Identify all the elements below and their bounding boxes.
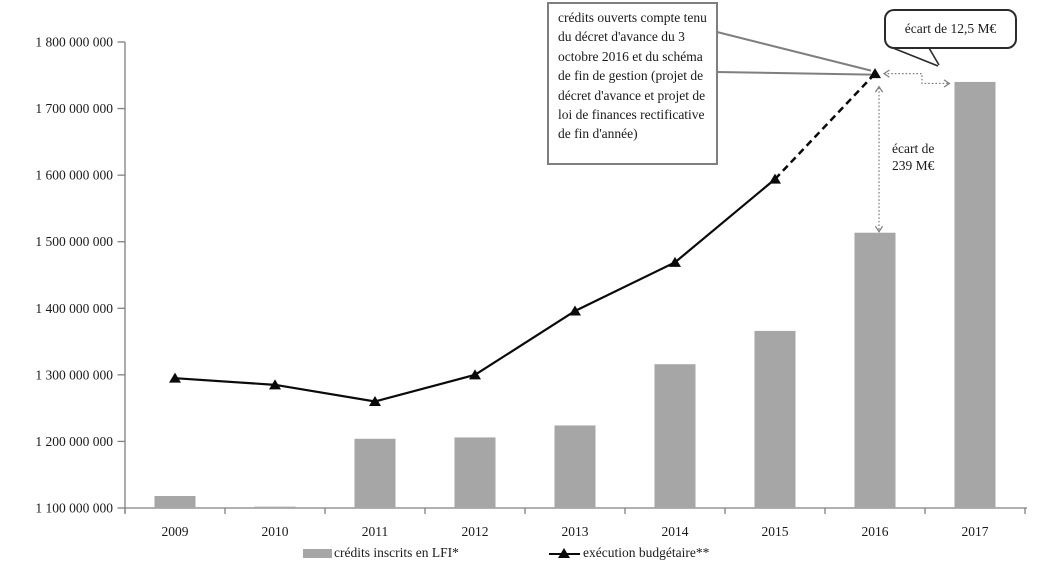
- gap-arrow-horizontal: [884, 73, 950, 85]
- x-label-2016: 2016: [862, 524, 889, 539]
- callout-credits-text: crédits ouverts compte tenu du décret d'…: [558, 10, 707, 142]
- legend-line-label: exécution budgétaire**: [583, 545, 710, 560]
- x-label-2011: 2011: [362, 524, 389, 539]
- gap-arrow-horizontal-head-left: [882, 69, 890, 78]
- x-label-2009: 2009: [162, 524, 189, 539]
- x-label-2013: 2013: [562, 524, 589, 539]
- bar-2014: [654, 364, 696, 508]
- bar-2013: [554, 425, 596, 508]
- y-tick-label: 1 700 000 000: [35, 101, 113, 116]
- bar-2017: [954, 81, 996, 508]
- legend-item-lfi: crédits inscrits en LFI*: [303, 545, 459, 561]
- bar-2009: [154, 496, 196, 508]
- x-label-2012: 2012: [462, 524, 489, 539]
- x-label-2010: 2010: [262, 524, 289, 539]
- x-label-2015: 2015: [762, 524, 789, 539]
- callout-ecart-tail-left: [892, 47, 939, 67]
- y-tick-label: 1 800 000 000: [35, 35, 113, 50]
- execution-line-dashed: [774, 72, 876, 180]
- bar-2010: [254, 506, 296, 508]
- callout-ecart-tail-right: [928, 47, 940, 66]
- y-tick-label: 1 400 000 000: [35, 301, 113, 316]
- triangle-marker-2010: [269, 379, 281, 390]
- legend-bar-label: crédits inscrits en LFI*: [334, 545, 459, 560]
- callout-credits-tail-lower: [716, 71, 872, 76]
- x-label-2017: 2017: [962, 524, 989, 539]
- y-tick-label: 1 300 000 000: [35, 367, 113, 382]
- legend-bar-swatch: [303, 548, 332, 558]
- gap-label-239: écart de 239 M€: [892, 141, 934, 174]
- gap-arrow-horizontal-head-right: [943, 79, 951, 88]
- callout-ecart-text: écart de 12,5 M€: [904, 21, 997, 36]
- triangle-marker-2009: [169, 372, 181, 383]
- triangle-marker-2014: [669, 256, 681, 267]
- gap-arrow-vertical-head-down: [874, 225, 884, 233]
- y-tick-label: 1 100 000 000: [35, 501, 113, 516]
- bar-2016: [854, 232, 896, 508]
- y-tick-label: 1 200 000 000: [35, 434, 113, 449]
- triangle-marker-2011: [369, 395, 381, 406]
- legend-line-swatch: [549, 547, 580, 558]
- gap-label-line2: 239 M€: [892, 157, 935, 173]
- gap-arrow-vertical-head-up: [874, 85, 884, 93]
- callout-ecart-12-5: écart de 12,5 M€: [884, 9, 1017, 49]
- gap-label-line1: écart de: [892, 141, 935, 156]
- triangle-marker-2012: [469, 369, 481, 380]
- triangle-marker-2016: [869, 68, 881, 79]
- bar-2012: [454, 437, 496, 508]
- legend-triangle-icon: [558, 547, 570, 558]
- bar-2011: [354, 438, 396, 508]
- x-label-2014: 2014: [662, 524, 689, 539]
- triangle-marker-2015: [769, 173, 781, 184]
- legend-item-execution: exécution budgétaire**: [549, 545, 709, 561]
- bar-2015: [754, 330, 796, 508]
- callout-credits-tail-upper: [716, 31, 872, 72]
- y-tick-label: 1 500 000 000: [35, 234, 113, 249]
- callout-credits-ouverts: crédits ouverts compte tenu du décret d'…: [547, 2, 718, 165]
- triangle-marker-2013: [569, 305, 581, 316]
- y-tick-label: 1 600 000 000: [35, 168, 113, 183]
